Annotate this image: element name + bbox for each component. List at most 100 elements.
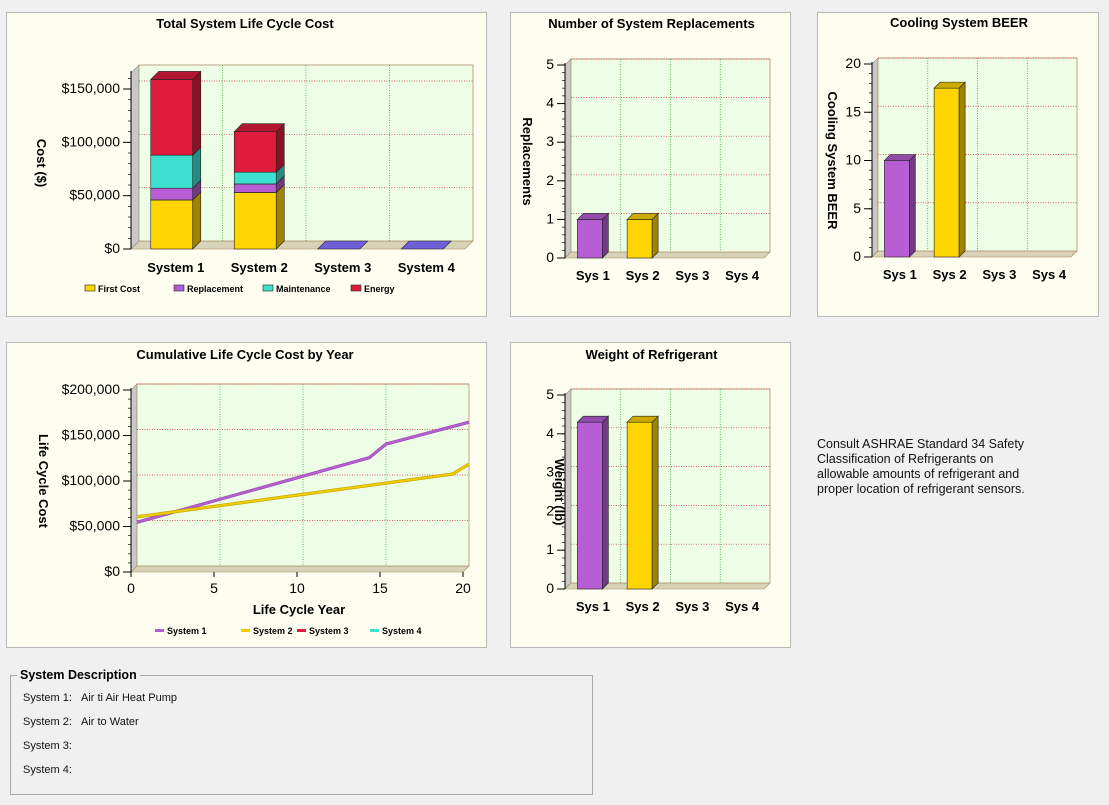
chart-title: Number of System Replacements (548, 16, 755, 31)
y-tick-label: 0 (546, 580, 554, 596)
bar-top (626, 213, 659, 220)
y-tick-label: 1 (546, 210, 554, 226)
system-row-value: Air ti Air Heat Pump (81, 692, 177, 704)
refrigerant-weight-chart: Weight of Refrigerant Weight (lb) 0 1 2 3 4 5 Sy… (546, 347, 771, 614)
series-line (136, 463, 470, 518)
y-tick-label: 20 (845, 55, 861, 71)
y-tick-label: 5 (853, 200, 861, 216)
x-tick-label: Sys 2 (626, 268, 660, 283)
legend-label: System 3 (309, 626, 349, 636)
note-line: Classification of Refrigerants on (817, 452, 994, 466)
y-axis-label: Life Cycle Cost (36, 434, 51, 529)
bar (933, 87, 960, 258)
bar-segment-top (233, 123, 285, 132)
bar-segment (150, 154, 194, 189)
replacements-chart: Number of System Replacements Replacement… (520, 16, 771, 283)
bar (577, 219, 603, 259)
x-tick-label: Sys 2 (933, 267, 967, 282)
y-tick-label: $150,000 (62, 80, 121, 96)
bar (577, 421, 603, 590)
x-tick-label: 10 (289, 580, 305, 596)
legend-label: System 1 (167, 626, 207, 636)
bar-side (909, 153, 916, 258)
system-row-value: Air to Water (81, 716, 139, 728)
legend-swatch (297, 629, 306, 632)
system-row: System 4: (23, 758, 580, 782)
chart-wall (871, 57, 879, 258)
system-row: System 1: Air ti Air Heat Pump (23, 686, 580, 710)
bar (626, 219, 653, 259)
chart-title: Cumulative Life Cycle Cost by Year (136, 347, 353, 362)
bar-side (651, 212, 659, 259)
chart-panel-total-lcc: Total System Life Cycle Cost Cost ($) $0 $5… (6, 12, 487, 317)
cumulative-lcc-chart: Cumulative Life Cycle Cost by Year Life C… (36, 347, 471, 636)
chart-title: Total System Life Cycle Cost (156, 16, 334, 31)
series-line (136, 421, 470, 524)
legend-swatch (84, 284, 96, 292)
bar-top (576, 213, 610, 220)
system-row: System 3: (23, 734, 580, 758)
y-tick-label: 3 (546, 133, 554, 149)
y-tick-label: $50,000 (69, 187, 120, 203)
system-row-label: System 3: (23, 740, 72, 752)
legend-label: Replacement (187, 284, 243, 294)
legend-label: Energy (364, 284, 395, 294)
y-tick-label: 2 (546, 172, 554, 188)
bar-top (883, 154, 917, 161)
chart-title: Cooling System BEER (890, 15, 1029, 30)
y-tick-label: 1 (546, 541, 554, 557)
x-tick-label: Sys 3 (675, 599, 709, 614)
legend-swatch (370, 629, 379, 632)
x-tick-label: Sys 1 (883, 267, 917, 282)
bar-segment (317, 240, 369, 250)
bar-side (651, 415, 659, 590)
chart-panel-beer: Cooling System BEER Cooling System BEER 0 5… (817, 12, 1099, 317)
y-tick-label: $0 (104, 563, 120, 579)
bar-top (626, 415, 659, 423)
legend-swatch (173, 284, 185, 292)
y-tick-label: 2 (546, 502, 554, 518)
refrigerant-safety-note: Consult ASHRAE Standard 34 Safety Classi… (817, 437, 1067, 497)
y-tick-label: $100,000 (62, 133, 121, 149)
x-axis-label: Life Cycle Year (253, 602, 345, 617)
chart-wall (130, 383, 138, 573)
bar-segment-side (275, 122, 285, 173)
bar-segment (150, 187, 194, 201)
chart-title: Weight of Refrigerant (586, 347, 719, 362)
chart-panel-cumulative: Cumulative Life Cycle Cost by Year Life C… (6, 342, 487, 648)
legend-label: System 4 (382, 626, 422, 636)
system-row-label: System 2: (23, 716, 72, 728)
bar-top (576, 415, 610, 423)
bar-segment (233, 131, 277, 173)
note-line: allowable amounts of refrigerant and (817, 467, 1020, 481)
x-tick-label: 15 (372, 580, 388, 596)
bar-side (602, 415, 609, 590)
y-axis-label: Weight (lb) (552, 459, 567, 526)
y-tick-label: $200,000 (62, 381, 121, 397)
legend-label: System 2 (253, 626, 293, 636)
y-tick-label: 5 (546, 386, 554, 402)
y-tick-label: 15 (845, 103, 861, 119)
y-tick-label: 4 (546, 95, 554, 111)
y-axis-label: Replacements (520, 117, 535, 205)
system-description-group: System Description System 1: Air ti Air H… (10, 668, 593, 795)
system-row-label: System 4: (23, 764, 72, 776)
y-tick-label: 4 (546, 425, 554, 441)
chart-panel-replacements: Number of System Replacements Replacement… (510, 12, 791, 317)
x-tick-label: Sys 4 (725, 268, 760, 283)
x-tick-label: Sys 1 (576, 268, 610, 283)
total-lcc-chart: Total System Life Cycle Cost Cost ($) $0 $5… (34, 16, 474, 294)
y-tick-label: 3 (546, 464, 554, 480)
bar-segment-side (192, 191, 202, 250)
chart-panel-weight: Weight of Refrigerant Weight (lb) 0 1 2 3 4 5 Sy… (510, 342, 791, 648)
legend-swatch (241, 629, 250, 632)
system-row-label: System 1: (23, 692, 72, 704)
bar (626, 421, 653, 590)
legend-swatch (350, 284, 362, 292)
y-tick-label: 0 (853, 248, 861, 264)
bar-side (958, 81, 966, 258)
y-tick-label: $100,000 (62, 472, 121, 488)
y-tick-label: $50,000 (69, 518, 120, 534)
bar-segment (233, 171, 277, 185)
bar-segment-side (275, 183, 285, 250)
